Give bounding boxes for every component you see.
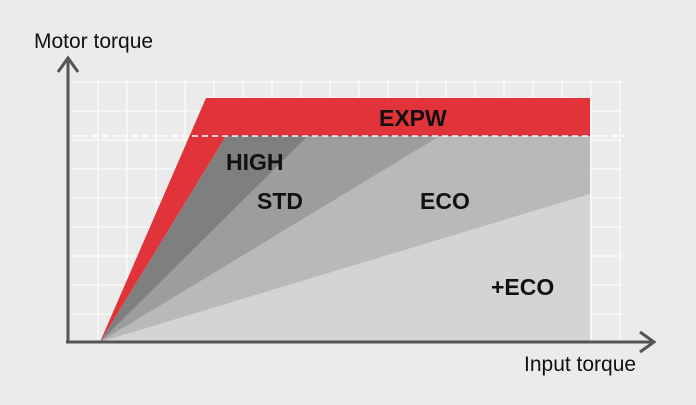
- mode-label-expw: EXPW: [379, 105, 447, 131]
- mode-label-std: STD: [257, 188, 303, 214]
- mode-label-high: HIGH: [226, 149, 284, 175]
- x-axis-arrowhead: [639, 330, 657, 354]
- mode-label-eco: ECO: [420, 188, 470, 214]
- std-region: [100, 136, 440, 342]
- high-region: [100, 136, 308, 342]
- mode-label-plus-eco: +ECO: [491, 274, 554, 300]
- eco-region: [100, 136, 590, 342]
- expw-region: [100, 98, 590, 342]
- y-axis-label: Motor torque: [34, 30, 153, 53]
- y-axis-arrowhead: [56, 55, 80, 73]
- x-axis-label: Input torque: [524, 353, 636, 376]
